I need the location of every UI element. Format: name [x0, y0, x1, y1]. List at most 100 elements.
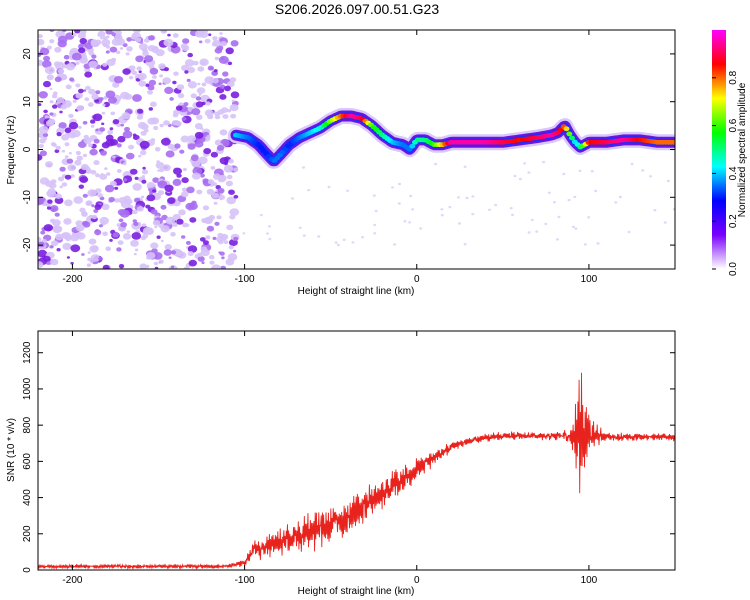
y-tick-label: 800 [22, 416, 33, 433]
noise-speckle [88, 238, 97, 245]
noise-speckle [130, 239, 139, 247]
noise-speckle [82, 193, 88, 198]
noise-speckle [112, 82, 120, 88]
noise-speckle [78, 88, 84, 94]
noise-speckle [102, 103, 106, 107]
noise-speckle [199, 40, 203, 44]
noise-speckle [56, 97, 65, 104]
x-tick-label: 100 [581, 575, 598, 586]
noise-speckle [105, 50, 110, 54]
noise-speckle [535, 230, 539, 233]
noise-speckle [161, 137, 171, 146]
noise-speckle [56, 132, 62, 137]
noise-speckle [84, 71, 93, 78]
noise-speckle [167, 143, 175, 150]
noise-speckle [124, 126, 130, 132]
noise-speckle [105, 246, 111, 251]
noise-speckle [334, 241, 338, 244]
x-tick-label: 0 [414, 575, 420, 586]
noise-speckle [116, 143, 122, 148]
noise-speckle [88, 60, 98, 69]
noise-speckle [99, 97, 104, 101]
noise-speckle [75, 92, 83, 99]
noise-speckle [374, 209, 378, 213]
noise-speckle [653, 209, 657, 212]
x-tick-label: -200 [62, 274, 82, 285]
noise-speckle [211, 77, 219, 84]
noise-speckle [159, 74, 164, 78]
noise-speckle [527, 171, 531, 174]
noise-speckle [175, 105, 183, 111]
noise-speckle [93, 138, 100, 144]
noise-speckle [175, 200, 180, 205]
noise-speckle [83, 89, 87, 92]
noise-speckle [74, 159, 82, 166]
noise-speckle [150, 209, 158, 215]
noise-speckle [259, 213, 263, 217]
noise-speckle [43, 109, 48, 114]
noise-speckle [160, 204, 167, 210]
noise-speckle [152, 219, 161, 226]
noise-speckle [226, 109, 232, 113]
noise-speckle [213, 69, 218, 73]
noise-speckle [175, 121, 182, 127]
noise-speckle [44, 115, 50, 119]
noise-speckle [38, 103, 42, 107]
noise-speckle [182, 38, 190, 44]
noise-speckle [136, 66, 142, 71]
noise-speckle [197, 256, 205, 262]
noise-speckle [75, 83, 81, 88]
noise-speckle [90, 170, 97, 175]
noise-speckle [64, 127, 72, 134]
noise-speckle [590, 170, 594, 173]
noise-speckle [90, 124, 95, 128]
noise-speckle [79, 56, 88, 64]
noise-speckle [114, 34, 123, 41]
noise-speckle [116, 123, 122, 127]
noise-speckle [197, 82, 201, 86]
noise-speckle [49, 39, 55, 44]
noise-speckle [233, 194, 239, 199]
noise-speckle [126, 46, 133, 52]
noise-speckle [230, 113, 237, 119]
noise-speckle [327, 185, 331, 189]
noise-speckle [194, 131, 204, 139]
colorbar-tick-label: 0.2 [728, 214, 739, 228]
noise-speckle [242, 232, 246, 235]
noise-speckle [169, 97, 174, 101]
noise-speckle [557, 215, 561, 219]
noise-speckle [78, 141, 87, 149]
noise-speckle [97, 30, 106, 38]
noise-speckle [58, 122, 67, 129]
noise-speckle [147, 89, 153, 95]
noise-speckle [214, 221, 220, 226]
noise-speckle [163, 120, 170, 126]
noise-speckle [87, 251, 91, 254]
noise-speckle [79, 207, 86, 213]
noise-speckle [219, 234, 227, 241]
x-tick-label: 100 [581, 274, 598, 285]
noise-speckle [173, 71, 179, 76]
noise-speckle [198, 93, 202, 96]
noise-speckle [52, 104, 58, 109]
noise-speckle [102, 264, 110, 269]
noise-speckle [182, 167, 187, 172]
noise-speckle [70, 174, 75, 178]
noise-speckle [49, 87, 53, 91]
noise-speckle [219, 94, 227, 100]
noise-speckle [40, 230, 46, 235]
noise-speckle [44, 66, 55, 75]
noise-speckle [56, 248, 61, 252]
noise-speckle [143, 38, 150, 43]
noise-speckle [163, 38, 174, 47]
noise-speckle [108, 96, 117, 104]
noise-speckle [176, 84, 185, 90]
noise-speckle [85, 168, 92, 174]
noise-speckle [458, 222, 461, 225]
noise-speckle [184, 59, 195, 67]
noise-speckle [54, 76, 62, 83]
noise-speckle [131, 209, 138, 215]
noise-speckle [142, 230, 148, 235]
noise-speckle [208, 190, 216, 196]
